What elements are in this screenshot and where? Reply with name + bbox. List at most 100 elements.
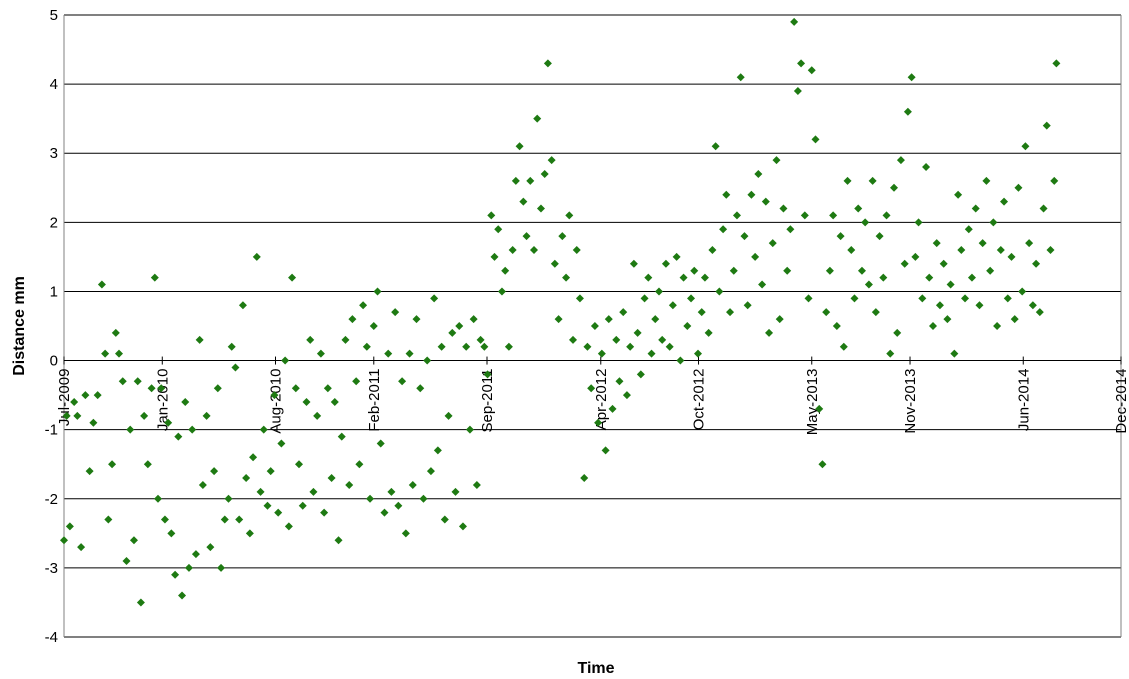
data-point (178, 591, 187, 600)
data-point (704, 328, 713, 337)
data-point (511, 176, 520, 185)
data-point (252, 252, 261, 261)
x-tick-label: May-2013 (804, 369, 821, 436)
data-point (104, 515, 113, 524)
data-point (619, 308, 628, 317)
data-point (1050, 176, 1059, 185)
y-tick-label: 4 (50, 76, 58, 93)
data-point (191, 550, 200, 559)
data-point (73, 411, 82, 420)
data-point (295, 460, 304, 469)
data-point (118, 377, 127, 386)
data-point (811, 135, 820, 144)
data-point (896, 156, 905, 165)
data-point (558, 232, 567, 241)
data-point (726, 308, 735, 317)
data-point (405, 349, 414, 358)
data-point (890, 183, 899, 192)
x-tick-label: Oct-2012 (691, 369, 708, 431)
data-point (661, 259, 670, 268)
data-point (274, 508, 283, 517)
data-point (490, 252, 499, 261)
data-point (65, 522, 74, 531)
data-point (982, 176, 991, 185)
data-point (263, 501, 272, 510)
y-tick-label: 5 (50, 7, 58, 24)
data-point (70, 398, 79, 407)
data-point (587, 384, 596, 393)
data-point (423, 356, 432, 365)
data-point (871, 308, 880, 317)
data-point (133, 377, 142, 386)
data-point (62, 411, 71, 420)
data-point (626, 342, 635, 351)
x-tick-label: Aug-2010 (268, 369, 285, 434)
data-point (309, 487, 318, 496)
data-point (337, 432, 346, 441)
data-point (804, 294, 813, 303)
y-tick-label: -4 (45, 629, 58, 646)
data-point (1010, 315, 1019, 324)
data-point (202, 411, 211, 420)
data-point (847, 245, 856, 254)
data-point (1035, 308, 1044, 317)
data-point (462, 342, 471, 351)
data-point (822, 308, 831, 317)
data-point (886, 349, 895, 358)
data-point (249, 453, 258, 462)
data-point (554, 315, 563, 324)
data-point (174, 432, 183, 441)
data-point (839, 342, 848, 351)
data-point (101, 349, 110, 358)
data-point (900, 259, 909, 268)
data-point (996, 245, 1005, 254)
data-point (227, 342, 236, 351)
data-point (861, 218, 870, 227)
data-point (775, 315, 784, 324)
data-point (687, 294, 696, 303)
data-point (206, 543, 215, 552)
data-point (547, 156, 556, 165)
data-point (480, 342, 489, 351)
data-point (281, 356, 290, 365)
x-tick-label: Jan-2010 (154, 369, 171, 432)
data-point (140, 411, 149, 420)
data-point (825, 266, 834, 275)
data-point (918, 294, 927, 303)
data-point (594, 418, 603, 427)
data-point (129, 536, 138, 545)
data-point (993, 322, 1002, 330)
data-point (533, 114, 542, 123)
data-point (1042, 121, 1051, 130)
data-point (504, 342, 513, 351)
data-point (126, 425, 135, 434)
data-point (668, 301, 677, 310)
data-point (231, 363, 240, 372)
data-point (569, 335, 578, 344)
data-point (732, 211, 741, 220)
data-point (330, 398, 339, 407)
data-point (302, 398, 311, 407)
data-point (790, 17, 799, 26)
data-point (530, 245, 539, 254)
data-point (97, 280, 106, 289)
data-point (154, 494, 163, 503)
data-point (1007, 252, 1016, 261)
data-point (882, 211, 891, 220)
data-point (868, 176, 877, 185)
data-point (526, 176, 535, 185)
data-point (580, 474, 589, 483)
data-point (854, 204, 863, 213)
data-point (903, 107, 912, 116)
data-point (451, 487, 460, 496)
data-point (494, 225, 503, 234)
data-point (1046, 245, 1055, 254)
data-point (313, 411, 322, 420)
data-point (1052, 59, 1061, 68)
x-tick-label: Nov-2013 (902, 369, 919, 434)
data-point (93, 391, 102, 400)
data-point (508, 245, 517, 254)
data-point (793, 87, 802, 96)
data-point (167, 529, 176, 538)
data-point (690, 266, 699, 275)
